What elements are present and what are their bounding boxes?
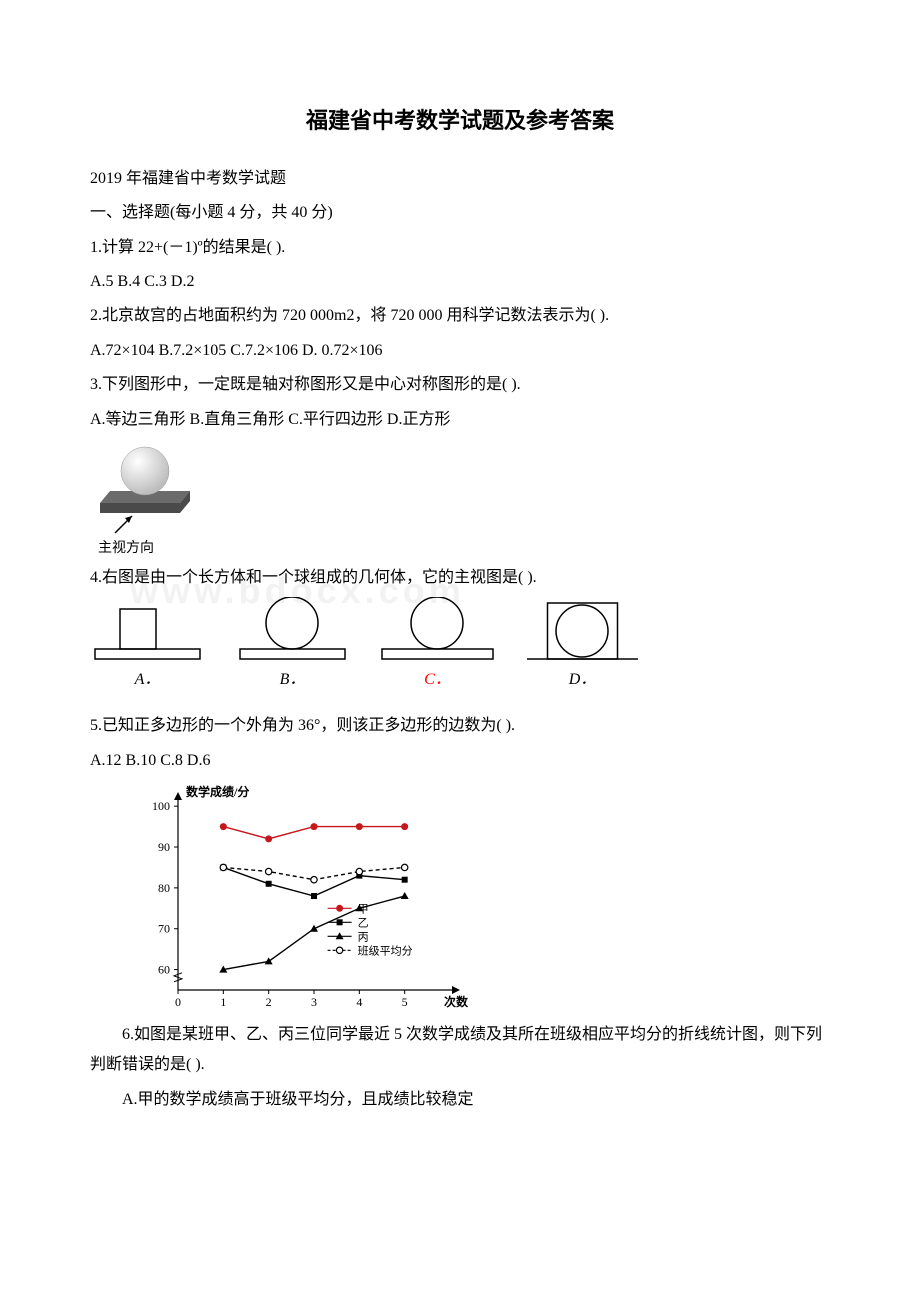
q4-stem: www.bdocx.com 4.右图是由一个长方体和一个球组成的几何体，它的主视… — [90, 563, 830, 593]
view-c-icon — [380, 597, 495, 663]
q4-option-d: D． — [525, 597, 640, 695]
svg-text:2: 2 — [266, 995, 272, 1009]
q1-options: A.5 B.4 C.3 D.2 — [90, 267, 830, 297]
svg-text:0: 0 — [175, 995, 181, 1009]
q3-options: A.等边三角形 B.直角三角形 C.平行四边形 D.正方形 — [90, 405, 830, 435]
svg-text:80: 80 — [158, 881, 170, 895]
svg-text:60: 60 — [158, 963, 170, 977]
view-d-icon — [525, 597, 640, 663]
q4-option-b: B． — [235, 597, 350, 695]
svg-text:3: 3 — [311, 995, 317, 1009]
geometry-caption: 主视方向 — [90, 536, 830, 563]
svg-text:甲: 甲 — [358, 903, 369, 915]
q2-stem: 2.北京故宫的占地面积约为 720 000m2，将 720 000 用科学记数法… — [90, 301, 830, 331]
q2-options: A.72×104 B.7.2×105 C.7.2×106 D. 0.72×106 — [90, 336, 830, 366]
svg-text:100: 100 — [152, 799, 170, 813]
q5-options: A.12 B.10 C.8 D.6 — [90, 746, 830, 776]
svg-text:1: 1 — [220, 995, 226, 1009]
q5-stem: 5.已知正多边形的一个外角为 36°，则该正多边形的边数为( ). — [90, 711, 830, 741]
view-b-icon — [235, 597, 350, 663]
q4-label-a: A． — [135, 665, 161, 695]
q4-label-b: B． — [280, 665, 306, 695]
q6-stem: 6.如图是某班甲、乙、丙三位同学最近 5 次数学成绩及其所在班级相应平均分的折线… — [90, 1020, 830, 1081]
svg-text:乙: 乙 — [358, 916, 369, 929]
q4-option-a: A． — [90, 597, 205, 695]
q3-stem: 3.下列图形中，一定既是轴对称图形又是中心对称图形的是( ). — [90, 370, 830, 400]
q4-option-c: C． — [380, 597, 495, 695]
q1-stem: 1.计算 22+(－1)º的结果是( ). — [90, 233, 830, 263]
q4-label-d: D． — [569, 665, 597, 695]
score-line-chart: 60 70 80 90 100 0 1 2 3 4 5 数学成绩/分次数 甲乙丙班级平均分 — [130, 780, 470, 1020]
sphere-on-cuboid-icon — [90, 441, 200, 536]
score-chart-wrap: 60 70 80 90 100 0 1 2 3 4 5 数学成绩/分次数 甲乙丙班级平均分 — [90, 780, 830, 1020]
svg-text:70: 70 — [158, 922, 170, 936]
svg-text:丙: 丙 — [358, 931, 369, 943]
q4-options-row: A． B． C． D． — [90, 597, 830, 695]
svg-text:4: 4 — [356, 995, 362, 1009]
q6-option-a: A.甲的数学成绩高于班级平均分，且成绩比较稳定 — [90, 1085, 830, 1115]
section-heading: 一、选择题(每小题 4 分，共 40 分) — [90, 198, 830, 228]
geometry-figure: 主视方向 — [90, 441, 830, 563]
q4-label-c: C． — [424, 665, 451, 695]
view-a-icon — [90, 597, 205, 663]
svg-text:5: 5 — [402, 995, 408, 1009]
svg-text:90: 90 — [158, 840, 170, 854]
subtitle: 2019 年福建省中考数学试题 — [90, 164, 830, 194]
q4-stem-text: 4.右图是由一个长方体和一个球组成的几何体，它的主视图是( ). — [90, 569, 537, 586]
svg-text:次数: 次数 — [444, 994, 469, 1009]
page-title: 福建省中考数学试题及参考答案 — [90, 100, 830, 142]
svg-text:数学成绩/分: 数学成绩/分 — [186, 784, 249, 799]
svg-text:班级平均分: 班级平均分 — [358, 944, 413, 957]
